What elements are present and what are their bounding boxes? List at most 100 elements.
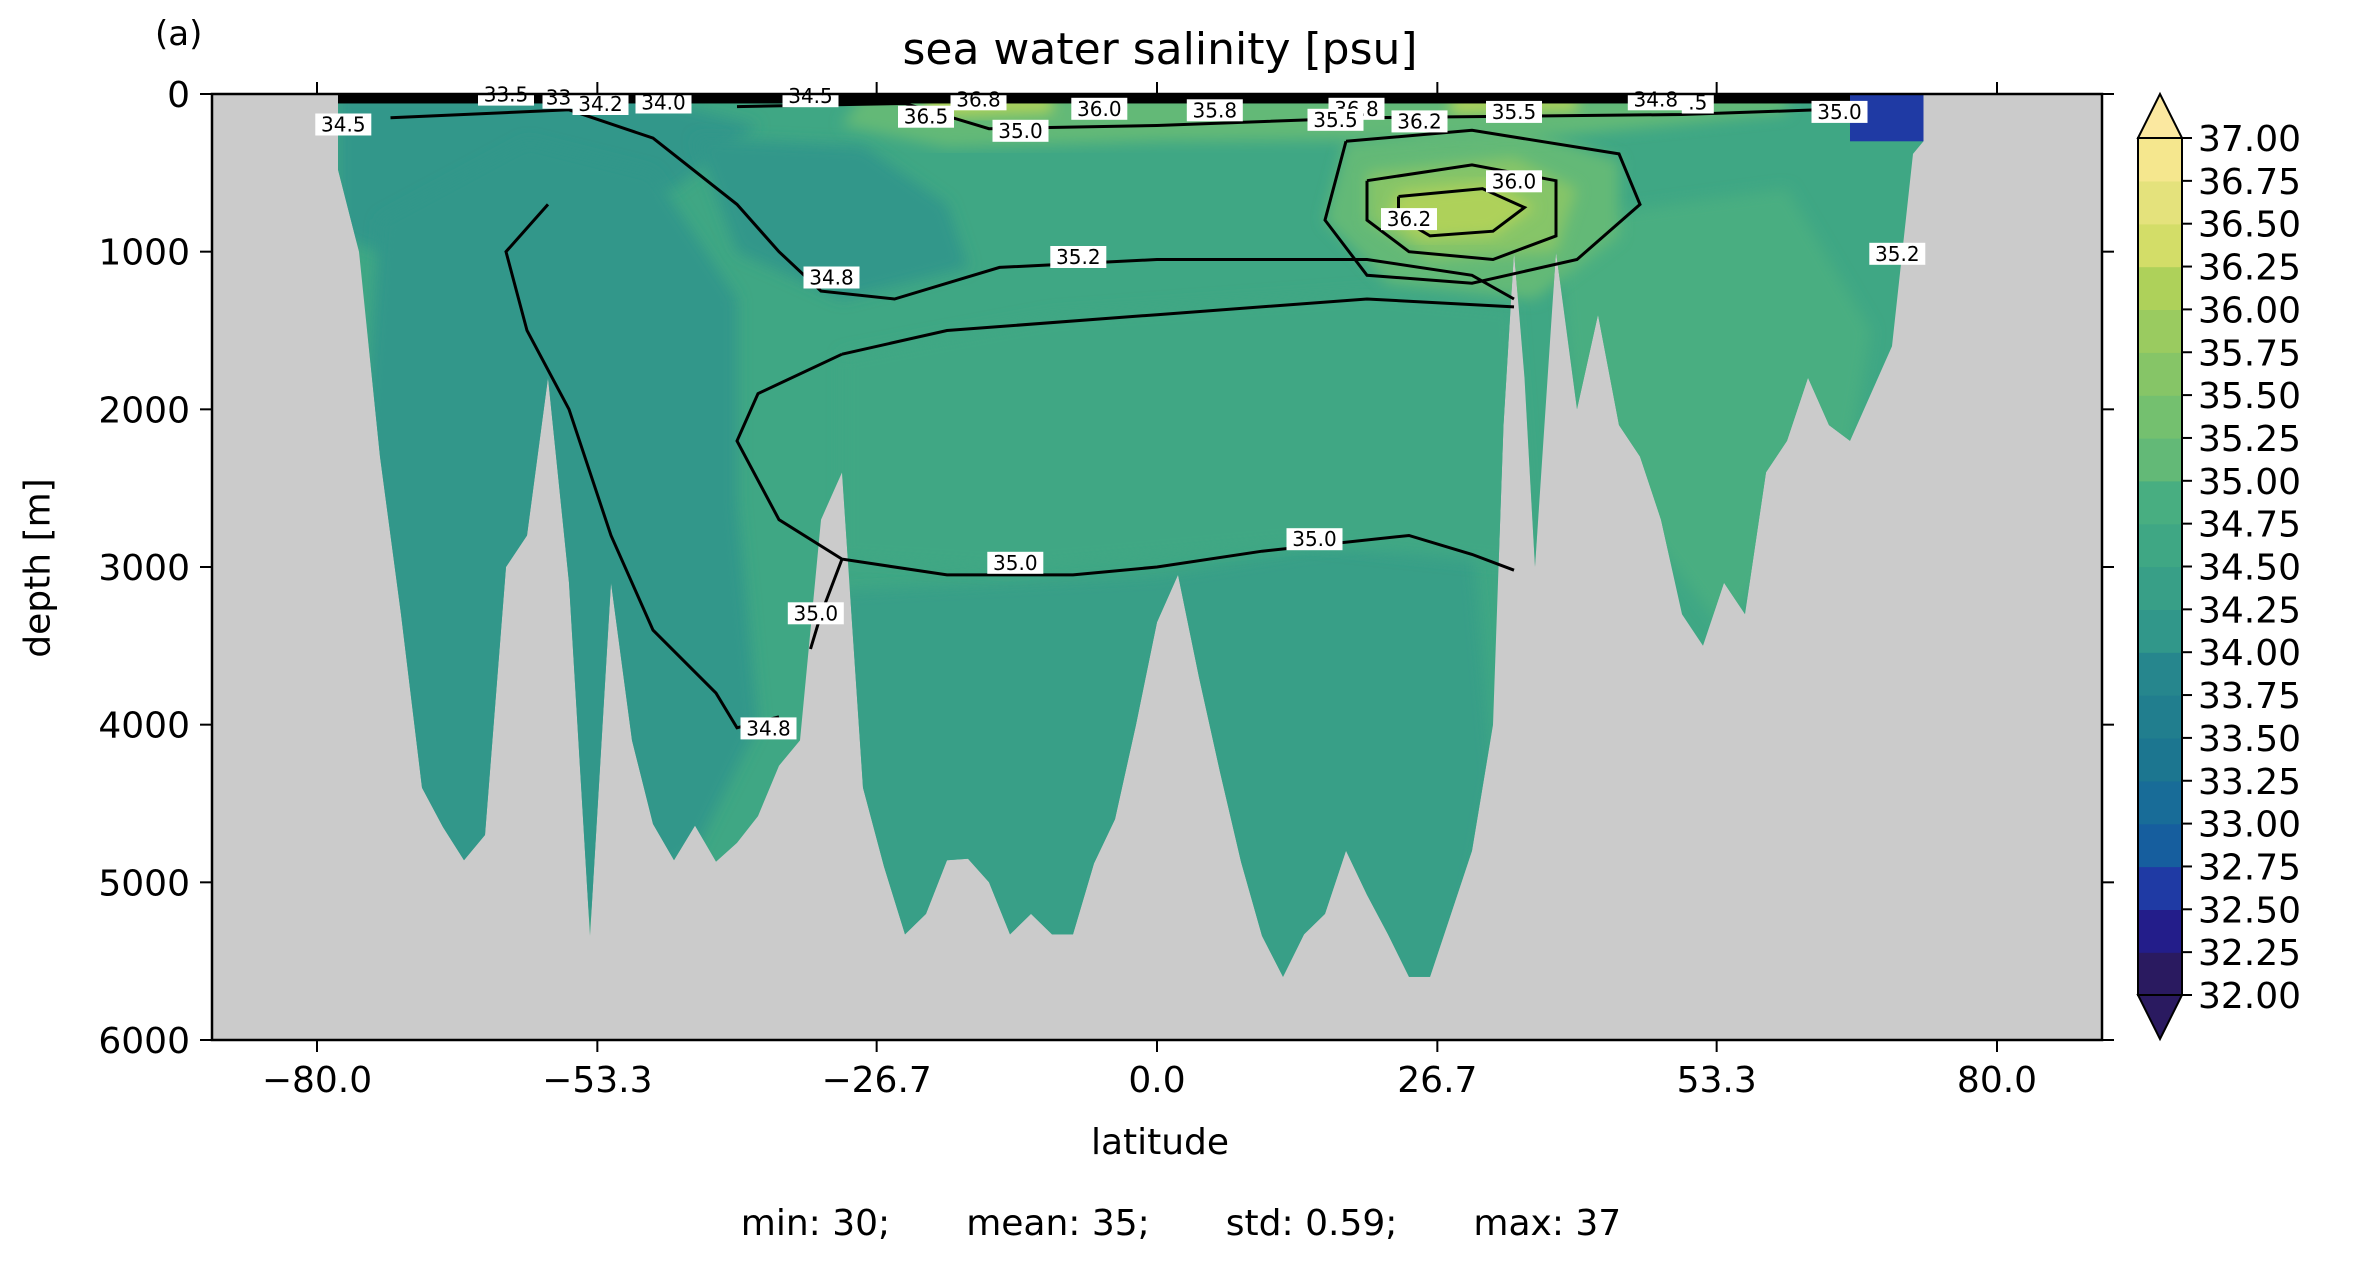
colorbar-segment [2138,437,2182,482]
colorbar-tick-label: 36.75 [2198,162,2301,203]
colorbar-tick-label: 36.25 [2198,248,2301,289]
svg-text:33: 33 [546,86,571,110]
svg-text:35.0: 35.0 [1292,527,1337,551]
colorbar-tick-label: 37.00 [2198,119,2301,160]
svg-text:34.5: 34.5 [788,84,833,108]
colorbar-segment [2138,138,2182,182]
contour-line-4 [735,352,1515,577]
svg-text:36.0: 36.0 [1492,169,1537,193]
colorbar-tick-label: 34.50 [2198,548,2301,589]
contour-line-2 [504,203,780,730]
y-tick-label: 0 [167,75,190,116]
contour-label-10: 35.0 [992,119,1049,143]
colorbar-tick-label: 36.50 [2198,205,2301,246]
colorbar-segment [2138,352,2182,396]
contour-line-3 [841,297,1515,356]
colorbar-tick-label: 34.00 [2198,633,2301,674]
contour-label-25: 35.0 [1286,527,1343,551]
colorbar-segment [2138,952,2182,996]
colorbar-tick-label: 33.75 [2198,676,2301,717]
contour-label-19: 36.0 [1486,169,1542,193]
svg-text:35.0: 35.0 [794,601,839,625]
contour-label-9: 36.0 [1071,97,1128,121]
x-tick-label: 0.0 [1128,1060,1185,1101]
colorbar-segment [2138,223,2182,268]
svg-text:35.2: 35.2 [1056,245,1101,269]
svg-text:35.0: 35.0 [1817,100,1862,124]
svg-text:36.0: 36.0 [1077,97,1122,121]
colorbar-extend-max [2136,91,2184,139]
svg-text:36.5: 36.5 [904,105,949,129]
x-tick-label: −53.3 [542,1060,652,1101]
svg-text:35.0: 35.0 [998,119,1043,143]
svg-text:34.5: 34.5 [321,113,366,137]
svg-text:36.2: 36.2 [1387,207,1432,231]
contour-line-1 [390,108,1515,301]
colorbar-tick-label: 32.75 [2198,847,2301,888]
y-tick-label: 2000 [98,390,190,431]
colorbar-tick-label: 32.00 [2198,976,2301,1017]
colorbar-segment [2138,395,2182,439]
contour-label-6: 34.5 [782,84,839,108]
y-tick-label: 6000 [98,1021,190,1062]
svg-text:34.8: 34.8 [809,266,854,290]
colorbar-segment [2138,823,2182,868]
svg-text:35.2: 35.2 [1875,242,1920,266]
stat-mean: mean: 35; [966,1203,1150,1244]
contour-label-26: 35.0 [787,601,844,625]
contour-label-4: 34.2 [572,92,629,116]
colorbar-tick-label: 36.00 [2198,290,2301,331]
colorbar-segment [2138,609,2182,653]
colorbar-tick-label: 35.75 [2198,333,2301,374]
colorbar-segment [2138,180,2182,225]
y-tick-label: 5000 [98,863,190,904]
chart-title: sea water salinity [psu] [902,24,1418,75]
stat-max: max: 37 [1473,1203,1622,1244]
surface-contour-band [338,94,1924,104]
svg-text:36.2: 36.2 [1397,109,1442,133]
colorbar-tick-label: 32.50 [2198,890,2301,931]
contour-label-13: 35.5 [1307,108,1364,132]
svg-text:35.0: 35.0 [993,551,1038,575]
colorbar-segment [2138,523,2182,568]
colorbar-segment [2138,737,2182,782]
colorbar-tick-label: 34.25 [2198,590,2301,631]
x-tick-label: −80.0 [262,1060,372,1101]
contour-label-15: 35.5 [1486,100,1542,124]
svg-text:35.5: 35.5 [1313,108,1358,132]
contour-label-16: 34.8 [1627,87,1684,111]
statistics-line: min: 30; mean: 35; std: 0.59; max: 37 [0,1203,2362,1244]
salinity-region-5 [842,291,1535,571]
svg-text:35.8: 35.8 [1193,98,1238,122]
y-tick-label: 3000 [98,548,190,589]
svg-text:34.8: 34.8 [746,716,791,740]
colorbar-tick-label: 35.25 [2198,419,2301,460]
colorbar-segment [2138,266,2182,310]
contour-label-3: 33 [542,86,575,110]
colorbar-segment [2138,909,2182,953]
svg-text:34.8: 34.8 [1634,87,1679,111]
x-tick-label: −26.7 [821,1060,931,1101]
contour-label-18: 35.0 [1811,100,1868,124]
colorbar-tick-label: 33.25 [2198,762,2301,803]
contour-label-1: 34.5 [315,113,372,137]
colorbar-tick-label: 35.00 [2198,462,2301,503]
contour-label-21: 35.2 [1869,242,1926,266]
colorbar-segment [2138,652,2182,696]
contour-label-22: 34.8 [803,266,860,290]
svg-text:35.5: 35.5 [1492,100,1537,124]
contour-line-6 [1365,163,1558,262]
colorbar-tick-label: 34.75 [2198,505,2301,546]
contour-label-24: 35.0 [987,551,1044,575]
x-tick-label: 80.0 [1957,1060,2037,1101]
contour-label-14: 36.2 [1391,109,1448,133]
colorbar-tick-label: 33.50 [2198,719,2301,760]
colorbar-segment [2138,866,2182,910]
colorbar-segment [2138,695,2182,739]
colorbar-segment [2138,309,2182,353]
colorbar-extend-min [2136,994,2184,1042]
panel-label: (a) [155,14,203,54]
colorbar-segment [2138,480,2182,525]
contour-label-8: 36.8 [950,87,1007,111]
colorbar-tick-label: 33.00 [2198,805,2301,846]
